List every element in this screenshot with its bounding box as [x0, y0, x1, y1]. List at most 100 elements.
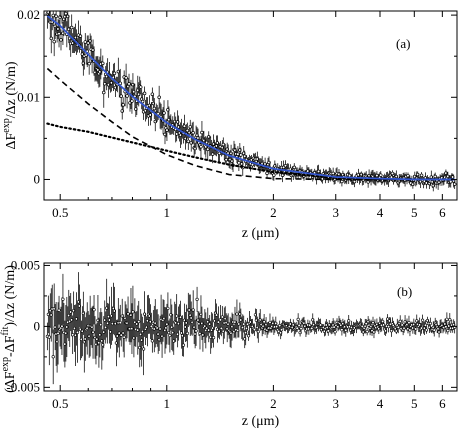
data-point: [83, 40, 88, 44]
data-point: [119, 94, 124, 98]
panel-a-data: [45, 10, 457, 192]
data-point: [375, 173, 379, 178]
panel-b-frame: [43, 262, 458, 392]
residual-point: [333, 330, 337, 334]
data-point: [101, 61, 105, 66]
residual-point: [142, 347, 146, 351]
data-point: [157, 95, 161, 100]
residual-point: [211, 336, 216, 340]
panel-a-y-tick-label: 0: [34, 171, 41, 186]
residual-point: [332, 325, 336, 329]
residual-point: [195, 297, 199, 301]
data-point: [127, 82, 131, 86]
residual-point: [181, 343, 186, 347]
panel-a-label: (a): [396, 36, 410, 51]
panel-a-x-tick-label: 0.5: [52, 205, 68, 220]
residual-point: [242, 322, 246, 326]
residual-point: [432, 328, 436, 332]
data-point: [121, 103, 125, 107]
data-point: [239, 153, 243, 157]
data-point: [57, 31, 61, 36]
residual-point: [448, 318, 452, 322]
data-point: [452, 182, 457, 186]
data-point: [449, 179, 453, 184]
residual-point: [149, 324, 153, 329]
panel-a-x-tick-label: 1: [164, 205, 171, 220]
residual-point: [278, 323, 282, 328]
data-point: [125, 94, 129, 98]
residual-point: [92, 308, 96, 312]
panel-a-x-axis-label: z (μm): [242, 226, 280, 241]
residual-point: [407, 320, 411, 325]
residual-point: [185, 331, 189, 335]
panel-b-x-axis-label: z (μm): [242, 414, 280, 429]
data-point: [51, 13, 55, 18]
residual-point: [385, 317, 390, 321]
y-axis-label-superscript: exp: [1, 118, 12, 132]
data-point: [379, 173, 383, 177]
residual-point: [256, 330, 260, 334]
panel-b-data: [45, 272, 457, 385]
residual-point: [218, 318, 222, 322]
y-axis-label-part: -ΔF: [3, 335, 18, 357]
residual-point: [295, 326, 299, 330]
panel-b-x-tick-label: 5: [411, 396, 418, 411]
data-point: [182, 124, 187, 128]
panel-a-x-tick-label: 4: [377, 205, 384, 220]
residual-point: [214, 313, 219, 317]
y-axis-label-part: )/Δz (N/m): [3, 265, 18, 327]
residual-point: [150, 339, 154, 343]
residual-point: [56, 331, 60, 335]
residual-point: [119, 333, 123, 337]
residual-point: [262, 320, 266, 324]
data-point: [78, 34, 83, 38]
panel-b-ticks: 0.5 1 2 3 4 5 6 -0.005 0 0.005: [6, 257, 457, 411]
panel-a-x-tick-label: 2: [270, 205, 277, 220]
residual-point: [386, 325, 391, 329]
residual-point: [252, 328, 257, 332]
dashed-component-curve: [46, 67, 455, 181]
panel-b-y-tick-label: 0.005: [11, 257, 40, 272]
residual-point: [216, 320, 221, 324]
residual-point: [347, 319, 351, 323]
residual-point: [131, 310, 135, 314]
panel-b: 0.5 1 2 3 4 5 6 -0.005 0 0.005 (b) z (μm) (ΔFexp-…: [0, 257, 458, 429]
residual-point: [340, 328, 344, 332]
panel-a-x-tick-label: 3: [332, 205, 339, 220]
residual-point: [194, 329, 198, 333]
data-point: [188, 125, 193, 129]
data-point: [142, 91, 147, 96]
residual-point: [360, 324, 364, 329]
residual-point: [235, 312, 239, 316]
panel-a-x-tick-label: 6: [439, 205, 446, 220]
residual-point: [365, 330, 369, 334]
data-point: [59, 38, 63, 42]
data-point: [433, 174, 437, 179]
data-point: [199, 144, 203, 149]
y-axis-label-superscript: fit: [0, 326, 11, 335]
residual-point: [122, 335, 126, 339]
data-point: [152, 106, 157, 111]
data-point: [390, 171, 395, 176]
data-point: [140, 99, 145, 104]
fit-curve: [46, 15, 455, 181]
residual-point: [47, 335, 51, 339]
data-point: [340, 179, 344, 184]
panel-a-x-tick-label: 5: [411, 205, 418, 220]
data-point: [185, 128, 190, 133]
residual-point: [175, 314, 179, 318]
panel-b-y-tick-label: -0.005: [6, 379, 40, 394]
panel-b-x-tick-label: 1: [164, 396, 171, 411]
residual-point: [220, 315, 224, 319]
panel-b-x-tick-label: 3: [332, 396, 339, 411]
data-point: [52, 39, 56, 44]
residual-point: [51, 355, 55, 359]
y-axis-label-part: (ΔF: [3, 371, 18, 393]
y-axis-label-part: ΔF: [4, 133, 19, 150]
residual-point: [75, 330, 80, 334]
residual-point: [91, 330, 95, 334]
data-point: [331, 171, 335, 176]
data-point: [191, 130, 195, 135]
residual-point: [126, 312, 130, 316]
panel-a-frame: [43, 10, 458, 201]
